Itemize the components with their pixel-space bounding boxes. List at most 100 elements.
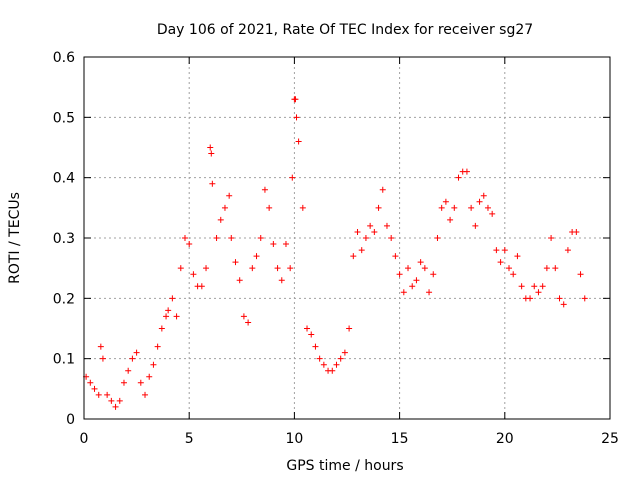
- data-point: [165, 307, 172, 314]
- data-point: [316, 355, 323, 362]
- data-point: [350, 253, 357, 260]
- data-point: [274, 265, 281, 272]
- data-point: [405, 265, 412, 272]
- x-tick-label: 10: [285, 431, 303, 447]
- data-point: [287, 265, 294, 272]
- data-point: [163, 313, 170, 320]
- x-tick-label: 25: [601, 431, 619, 447]
- x-tick-label: 20: [496, 431, 514, 447]
- data-point: [409, 283, 416, 290]
- data-point: [169, 295, 176, 302]
- x-tick-label: 0: [80, 431, 89, 447]
- data-point: [120, 379, 127, 386]
- data-point: [304, 325, 311, 332]
- data-point: [261, 186, 268, 193]
- data-point: [367, 222, 374, 229]
- data-point: [278, 277, 285, 284]
- data-point: [181, 235, 188, 241]
- data-point: [203, 265, 210, 272]
- data-point: [362, 235, 369, 241]
- data-point: [417, 259, 424, 266]
- grid: [84, 57, 610, 419]
- data-points: [83, 96, 588, 410]
- data-point: [379, 186, 386, 193]
- data-point: [299, 204, 306, 211]
- data-point: [240, 313, 247, 320]
- data-point: [295, 138, 302, 145]
- data-point: [564, 247, 571, 254]
- data-point: [213, 235, 220, 241]
- data-point: [434, 235, 441, 241]
- data-point: [455, 174, 462, 181]
- data-point: [388, 235, 395, 241]
- axes: 0 5 10 15 20 25 0 0.1 0.2 0.3 0.4 0.5 0.6: [53, 50, 619, 447]
- data-point: [426, 289, 433, 296]
- data-point: [438, 204, 445, 211]
- data-point: [556, 295, 563, 302]
- data-point: [209, 180, 216, 187]
- data-point: [217, 216, 224, 223]
- data-point: [392, 253, 399, 260]
- data-point: [421, 265, 428, 272]
- data-point: [308, 331, 315, 338]
- data-point: [125, 367, 132, 374]
- data-point: [476, 198, 483, 205]
- data-point: [514, 253, 521, 260]
- data-point: [506, 265, 513, 272]
- data-point: [95, 391, 102, 398]
- data-point: [270, 241, 277, 248]
- data-point: [396, 271, 403, 278]
- y-tick-label: 0.3: [53, 231, 75, 247]
- data-point: [430, 271, 437, 278]
- data-point: [329, 367, 336, 374]
- data-point: [154, 343, 161, 350]
- x-tick-label: 15: [391, 431, 409, 447]
- y-tick-label: 0.1: [53, 352, 75, 368]
- data-point: [320, 361, 327, 368]
- data-point: [226, 192, 233, 199]
- data-point: [493, 247, 500, 254]
- data-point: [112, 403, 119, 410]
- data-point: [468, 204, 475, 211]
- data-point: [451, 204, 458, 211]
- data-point: [354, 228, 361, 235]
- data-point: [293, 114, 300, 121]
- data-point: [358, 247, 365, 254]
- data-point: [282, 241, 289, 248]
- data-point: [548, 235, 555, 241]
- data-point: [510, 271, 517, 278]
- chart-title: Day 106 of 2021, Rate Of TEC Index for r…: [157, 22, 533, 38]
- data-point: [497, 259, 504, 266]
- data-point: [208, 150, 215, 157]
- data-point: [341, 349, 348, 356]
- data-point: [375, 204, 382, 211]
- data-point: [472, 222, 479, 229]
- y-tick-label: 0.4: [53, 171, 75, 187]
- plot-frame: [83, 56, 611, 420]
- data-point: [137, 379, 144, 386]
- data-point: [232, 259, 239, 266]
- data-point: [236, 277, 243, 284]
- data-point: [346, 325, 353, 332]
- data-point: [489, 210, 496, 217]
- data-point: [91, 385, 98, 392]
- data-point: [371, 228, 378, 235]
- data-point: [133, 349, 140, 356]
- data-point: [146, 373, 153, 380]
- data-point: [581, 295, 588, 302]
- data-point: [129, 355, 136, 362]
- data-point: [463, 168, 470, 175]
- data-point: [527, 295, 534, 302]
- data-point: [531, 283, 538, 290]
- data-point: [249, 265, 256, 272]
- data-point: [190, 271, 197, 278]
- y-tick-label: 0.6: [53, 50, 75, 66]
- data-point: [198, 283, 205, 290]
- data-point: [400, 289, 407, 296]
- data-point: [257, 235, 264, 241]
- data-point: [577, 271, 584, 278]
- data-point: [108, 397, 115, 404]
- data-point: [104, 391, 111, 398]
- data-point: [266, 204, 273, 211]
